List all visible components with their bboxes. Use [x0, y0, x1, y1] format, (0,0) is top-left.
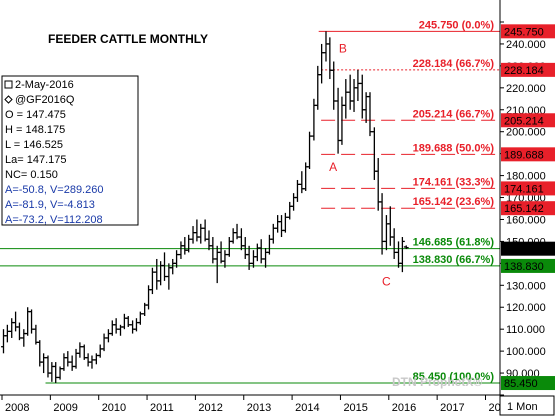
price-tag: 245.750: [501, 24, 555, 39]
price-tag-box: [501, 181, 555, 196]
y-tick-label: 160.000: [506, 214, 546, 226]
ohlc-bar: [403, 245, 409, 250]
info-line-3: A=-73.2, V=112.208: [5, 214, 103, 226]
y-tick-label: 200.000: [506, 127, 546, 139]
calendar-icon: [4, 80, 13, 89]
price-tag-text: 205.214: [504, 115, 544, 127]
info-net-change: NC= 0.150: [5, 169, 58, 181]
interval-button[interactable]: [499, 395, 555, 416]
x-tick-label: 2010: [102, 402, 126, 414]
interval-label: 1 Mon: [507, 401, 538, 413]
y-tick-label: 120.000: [506, 302, 546, 314]
price-tag-text: 174.161: [504, 183, 544, 195]
level-label: 245.750 (0.0%): [419, 19, 495, 31]
price-tag-box: [501, 201, 555, 216]
level-label: 146.685 (61.8%): [413, 237, 495, 249]
ohlc-bar: [399, 237, 405, 273]
annotation-label: C: [382, 274, 391, 288]
price-tag-box: [501, 376, 555, 391]
price-tag-text: 85.450: [504, 378, 538, 390]
info-symbol: @GF2016Q: [15, 94, 75, 106]
level-label: 205.214 (66.7%): [413, 108, 495, 120]
level-label: 228.184 (66.7%): [413, 58, 495, 70]
y-tick-label: 240.000: [506, 39, 546, 51]
x-tick-label: 2013: [247, 402, 271, 414]
price-tag: 189.688: [501, 147, 555, 162]
y-tick-label: 180.000: [506, 171, 546, 183]
info-open: O = 147.475: [5, 109, 66, 121]
y-tick-label: 130.000: [506, 280, 546, 292]
y-tick-label: 100.000: [506, 346, 546, 358]
x-tick-label: 2011: [150, 402, 174, 414]
x-tick-label: 2008: [5, 402, 29, 414]
x-tick-label: 2017: [440, 402, 464, 414]
x-tick-label: 2014: [295, 402, 319, 414]
chart-title: FEEDER CATTLE MONTHLY: [48, 32, 208, 46]
x-tick-label: 2012: [198, 402, 222, 414]
price-tag-box: [501, 113, 555, 128]
info-low: L = 146.525: [5, 139, 63, 151]
price-tag: 205.214: [501, 113, 555, 128]
diamond-icon: [4, 95, 13, 104]
x-tick-label: 2016: [392, 402, 416, 414]
price-tag: 174.161: [501, 181, 555, 196]
price-tag-box: [501, 62, 555, 77]
info-high: H = 148.175: [5, 124, 65, 136]
price-tag-text: 245.750: [504, 26, 544, 38]
price-tag-text: 147.175: [504, 244, 544, 256]
price-tag-text: 228.184: [504, 65, 544, 77]
price-tag: 165.142: [501, 201, 555, 216]
info-panel: 2-May-2016 @GF2016Q O = 147.475 H = 148.…: [1, 75, 139, 226]
price-tag-text: 138.830: [504, 261, 544, 273]
watermark: DTN ProphetX®: [392, 375, 482, 389]
level-label: 85.450 (100.0%): [413, 371, 495, 383]
y-tick-label: 110.000: [506, 324, 545, 336]
x-tick-label: 2009: [53, 402, 77, 414]
price-tag: 228.184: [501, 62, 555, 77]
price-bars: [1, 31, 409, 384]
y-tick-label: 220.000: [506, 83, 546, 95]
price-tag: 147.175: [501, 241, 555, 256]
price-tag-box: [501, 24, 555, 39]
price-tags: 245.750 228.184 205.214 189.688 174.161 165.1…: [501, 24, 555, 391]
level-label: 165.142 (23.6%): [413, 196, 495, 208]
level-label: 174.161 (33.3%): [413, 176, 495, 188]
price-tag-box: [501, 147, 555, 162]
annotation-label: A: [329, 160, 337, 174]
fib-levels: 245.750 (0.0%) 228.184 (66.7%) 205.214 (66…: [0, 19, 500, 384]
price-tag-box: [501, 258, 555, 273]
annotation-label: B: [339, 42, 347, 56]
level-label: 189.688 (50.0%): [413, 142, 495, 154]
price-tag-text: 189.688: [504, 149, 544, 161]
annotations: B A C: [329, 42, 391, 289]
price-tag-text: 165.142: [504, 203, 544, 215]
price-tag-box: [501, 241, 555, 256]
x-tick-label: 2015: [343, 402, 367, 414]
info-last: La= 147.175: [5, 154, 66, 166]
info-line-2: A=-81.9, V=-4.813: [5, 199, 95, 211]
info-line-1: A=-50.8, V=289.260: [5, 184, 103, 196]
info-date: 2-May-2016: [15, 79, 74, 91]
price-tag: 85.450: [501, 376, 555, 391]
price-tag: 138.830: [501, 258, 555, 273]
level-label: 138.830 (66.7%): [413, 254, 495, 266]
